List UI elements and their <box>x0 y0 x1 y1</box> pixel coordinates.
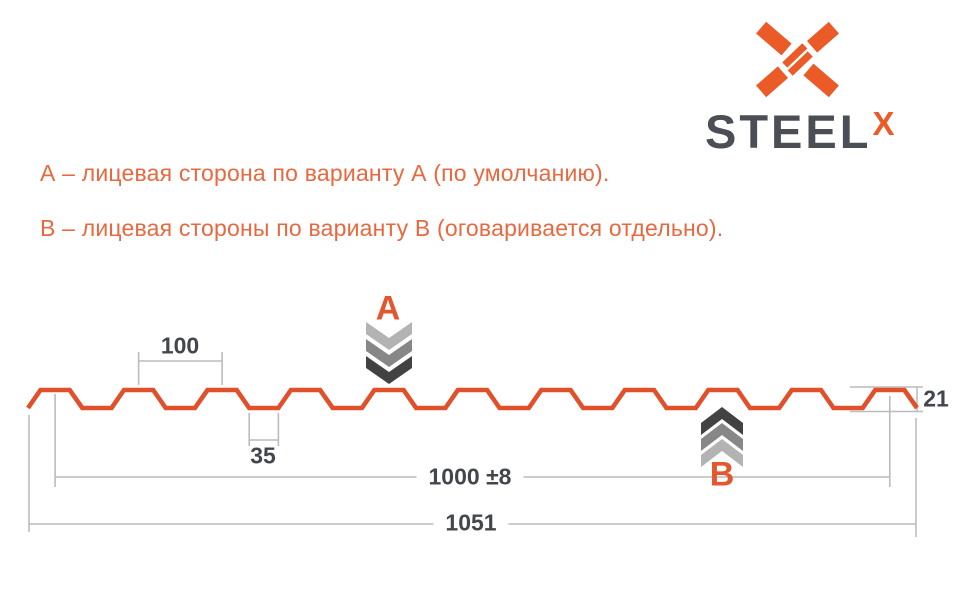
note-variant-b: В – лицевая стороны по варианту В (огова… <box>40 215 724 241</box>
logo-text: STEEL <box>705 105 872 158</box>
dim-overall-width: 1051 <box>433 509 509 537</box>
dim-trough-width: 35 <box>250 442 276 469</box>
side-b-arrow-icon <box>701 407 743 467</box>
marker-side-b: В <box>709 455 735 494</box>
dim-wave-pitch: 100 <box>160 332 200 359</box>
marker-side-a: А <box>375 289 401 328</box>
sheet-profile-line <box>26 387 919 411</box>
dim-profile-height: 21 <box>923 385 949 412</box>
dim-working-width: 1000 ±8 <box>416 463 524 491</box>
logo: STEELX <box>700 15 930 160</box>
logo-wordmark: STEELX <box>705 104 930 159</box>
logo-sup-x: X <box>872 105 895 142</box>
side-a-arrow-icon <box>366 322 412 384</box>
note-variant-a: А – лицевая сторона по варианту А (по ум… <box>40 160 610 186</box>
logo-x-icon <box>756 22 839 97</box>
